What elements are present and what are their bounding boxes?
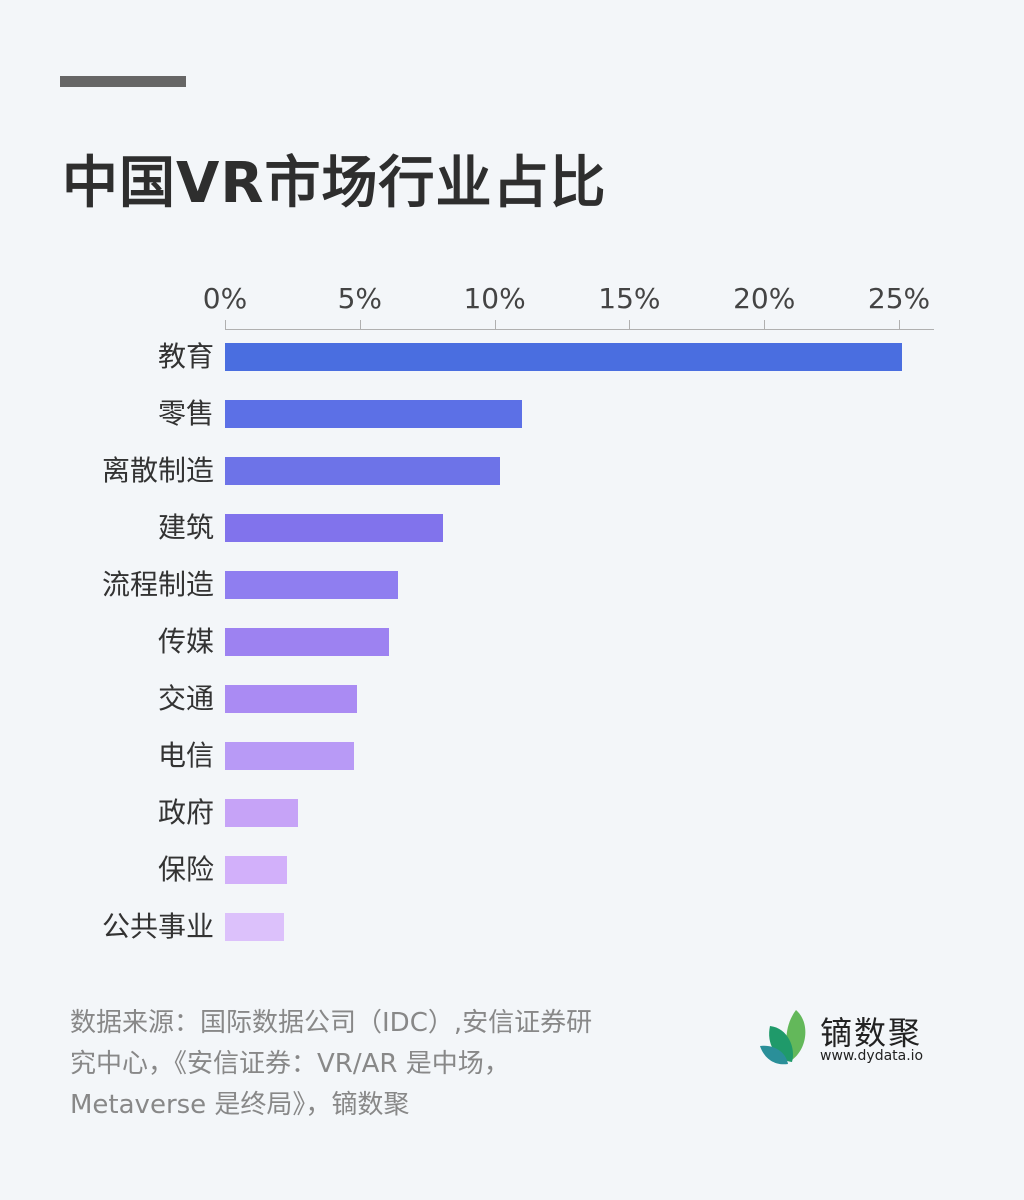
x-axis-tick-label: 5%: [337, 282, 383, 315]
bar: [225, 913, 285, 941]
bar-chart: 0% 5% 10% 15% 20% 25% 教育零售离散制造建筑流程制造传媒交通电信政府保险…: [101, 282, 934, 943]
bar: [225, 628, 390, 656]
bar: [225, 457, 500, 485]
category-label: 零售: [157, 397, 214, 430]
category-label: 教育: [157, 340, 214, 373]
bar: [225, 799, 298, 827]
bar: [225, 685, 358, 713]
x-axis-tick: [629, 320, 631, 329]
bar: [225, 343, 902, 371]
x-axis-tick-label: 20%: [733, 282, 796, 315]
category-label: 保险: [157, 853, 214, 886]
category-label: 离散制造: [101, 454, 214, 487]
bar: [225, 856, 287, 884]
x-axis-tick: [225, 320, 226, 329]
x-axis-tick: [899, 320, 900, 329]
decorative-rule: [60, 76, 186, 87]
category-label: 政府: [157, 796, 214, 829]
category-label: 公共事业: [101, 910, 214, 943]
page-title: 中国VR市场行业占比: [62, 151, 607, 216]
category-label: 传媒: [157, 625, 214, 658]
x-axis-line: [225, 329, 934, 330]
bar: [225, 742, 355, 770]
bar: [225, 514, 444, 542]
x-axis-tick-label: 25%: [867, 282, 931, 315]
x-axis-tick: [494, 320, 496, 329]
x-axis-tick: [764, 320, 766, 329]
category-label: 流程制造: [101, 568, 214, 601]
logo-url: www.dydata.io: [820, 1048, 924, 1064]
category-label: 电信: [157, 739, 214, 772]
x-axis-tick-label: 10%: [463, 282, 526, 315]
source-note: 数据来源：国际数据公司（IDC）,安信证券研究中心，《安信证券：VR/AR 是中…: [70, 1008, 593, 1120]
category-label: 交通: [157, 682, 214, 715]
x-axis-tick-label: 0%: [202, 282, 248, 315]
x-axis-tick: [359, 320, 361, 329]
x-axis-tick-label: 15%: [598, 282, 661, 315]
bar: [225, 571, 398, 599]
brand-logo: 镝数聚 www.dydata.io: [758, 1008, 948, 1068]
bar: [225, 400, 522, 428]
logo-name: 镝数聚: [820, 1014, 923, 1052]
leaf-logo-icon: [760, 1010, 806, 1065]
category-label: 建筑: [157, 511, 214, 544]
